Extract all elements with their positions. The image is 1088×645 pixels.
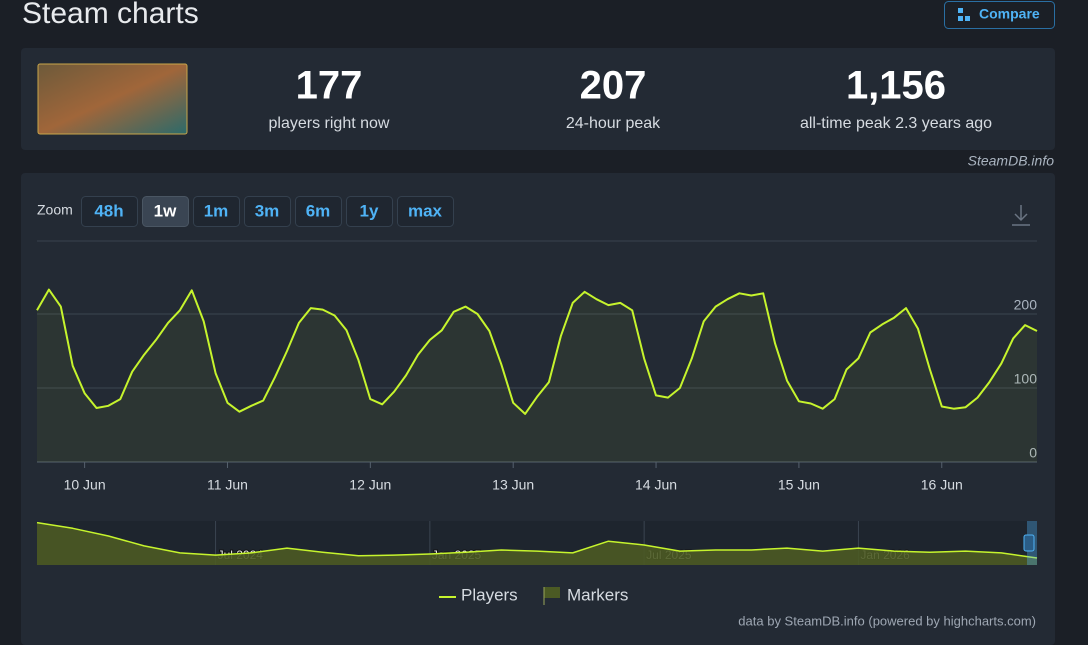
zoom-button-bg	[397, 196, 454, 227]
stat-label: players right now	[269, 115, 390, 132]
legend-label[interactable]: Markers	[567, 585, 628, 604]
zoom-button[interactable]: 6m	[295, 196, 342, 227]
zoom-button[interactable]: 1w	[142, 196, 189, 227]
legend: Players Markers	[439, 585, 628, 605]
navigator: Jul 2024Jan 2025Jul 2025Jan 2026	[36, 521, 1038, 565]
x-tick-label: 12 Jun	[349, 477, 391, 493]
zoom-button[interactable]: 48h	[81, 196, 138, 227]
stat-value: 177	[296, 64, 363, 108]
stat-label: all-time peak 2.3 years ago	[800, 115, 992, 132]
compare-icon	[965, 16, 970, 21]
download-icon	[1014, 213, 1028, 222]
y-tick-label: 200	[1014, 297, 1038, 313]
zoom-button[interactable]: 1y	[346, 196, 393, 227]
zoom-button[interactable]: 3m	[244, 196, 291, 227]
zoom-option[interactable]: 1y	[360, 201, 379, 220]
x-tick-label: 14 Jun	[635, 477, 677, 493]
compare-button[interactable]: Compare	[944, 1, 1055, 29]
zoom-button-bg	[244, 196, 291, 227]
zoom-option[interactable]: max	[408, 201, 443, 220]
legend-marker	[544, 587, 560, 598]
compare-label[interactable]: Compare	[979, 6, 1040, 22]
legend-label[interactable]: Players	[461, 585, 518, 604]
line	[36, 521, 1038, 559]
x-tick-label: 10 Jun	[64, 477, 106, 493]
compare-border	[944, 1, 1055, 29]
game-image[interactable]	[37, 63, 188, 135]
zoom-option[interactable]: 1m	[204, 201, 229, 220]
zoom-option[interactable]: 6m	[306, 201, 331, 220]
download-button[interactable]	[1012, 205, 1030, 226]
stat-value: 207	[580, 64, 647, 108]
compare-icon	[958, 16, 963, 21]
zoom-buttons: 48h 1w 1m 3m 6m 1y max	[81, 196, 454, 227]
main-chart: 0 100 200 10 Jun 11 Jun 12 Jun 13 Jun 14 Jun 15 …	[36, 288, 1038, 493]
stats: 177 players right now 207 24-hour peak 1,156…	[269, 64, 993, 133]
zoom-button-bg	[346, 196, 393, 227]
x-tick-label: 16 Jun	[921, 477, 963, 493]
credit: SteamDB.info	[968, 153, 1055, 169]
zoom-option[interactable]: 48h	[94, 201, 123, 220]
zoom-button[interactable]: max	[397, 196, 454, 227]
zoom-option[interactable]: 1w	[154, 201, 177, 220]
x-tick-label: 15 Jun	[778, 477, 820, 493]
line-area	[37, 289, 1037, 462]
line	[36, 288, 1038, 415]
zoom-button-bg	[142, 196, 189, 227]
x-tick-label: 13 Jun	[492, 477, 534, 493]
page-title: Steam charts	[22, 0, 199, 30]
compare-icon	[958, 8, 963, 13]
y-tick-label: 0	[1029, 445, 1037, 461]
zoom-option[interactable]: 3m	[255, 201, 280, 220]
area	[37, 522, 1037, 565]
x-tick-label: 11 Jun	[207, 477, 248, 493]
zoom-button-bg	[193, 196, 240, 227]
stat-value: 1,156	[846, 64, 946, 108]
y-tick-label: 100	[1014, 371, 1038, 387]
zoom-button-bg	[81, 196, 138, 227]
chart-credit: data by SteamDB.info (powered by highcha…	[738, 613, 1036, 628]
navigator-grip[interactable]	[1023, 534, 1035, 552]
zoom-button-bg	[295, 196, 342, 227]
stat-label: 24-hour peak	[566, 115, 661, 132]
stats-panel	[21, 48, 1055, 150]
zoom-label: Zoom	[37, 202, 73, 218]
zoom-button[interactable]: 1m	[193, 196, 240, 227]
